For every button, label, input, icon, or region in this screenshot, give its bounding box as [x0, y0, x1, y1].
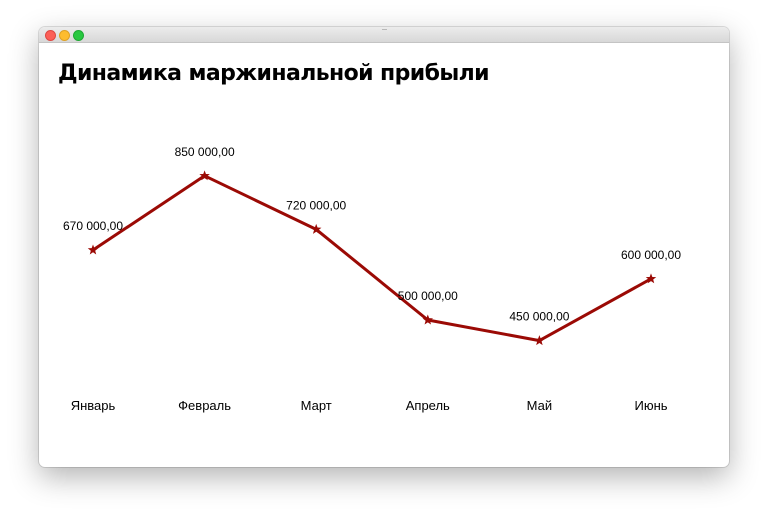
data-point-star [422, 314, 434, 325]
line-chart: 670 000,00 850 000,00 720 000,00 500 000,00… [63, 145, 681, 413]
window-titlebar[interactable] [39, 27, 729, 43]
close-button[interactable] [45, 30, 56, 41]
x-axis-ticks: Январь Февраль Март Апрель Май Июнь [71, 398, 668, 413]
series-layer [87, 170, 657, 346]
data-point-star [199, 170, 210, 181]
data-label: 450 000,00 [509, 310, 569, 324]
x-tick-label: Июнь [634, 398, 667, 413]
series-line [92, 174, 652, 343]
data-label: 500 000,00 [398, 289, 458, 303]
data-label-layer: 670 000,00 850 000,00 720 000,00 500 000,00… [63, 145, 681, 324]
app-window: Динамика маржинальной прибыли 670 000,00… [39, 27, 729, 467]
data-label: 670 000,00 [63, 219, 123, 233]
data-label: 600 000,00 [621, 248, 681, 262]
data-label: 720 000,00 [286, 198, 346, 212]
x-tick-label: Февраль [178, 398, 231, 413]
minimize-button[interactable] [59, 30, 70, 41]
x-tick-label: Апрель [406, 398, 450, 413]
data-point-star [310, 223, 322, 234]
data-point-star [87, 244, 99, 255]
x-tick-label: Март [301, 398, 332, 413]
x-tick-label: Май [527, 398, 552, 413]
data-label: 850 000,00 [175, 145, 235, 159]
chart-title: Динамика маржинальной прибыли [58, 61, 490, 86]
data-point-star [534, 335, 545, 346]
x-tick-label: Январь [71, 398, 116, 413]
zoom-button[interactable] [73, 30, 84, 41]
titlebar-grip [382, 29, 387, 30]
data-point-star [645, 273, 657, 284]
